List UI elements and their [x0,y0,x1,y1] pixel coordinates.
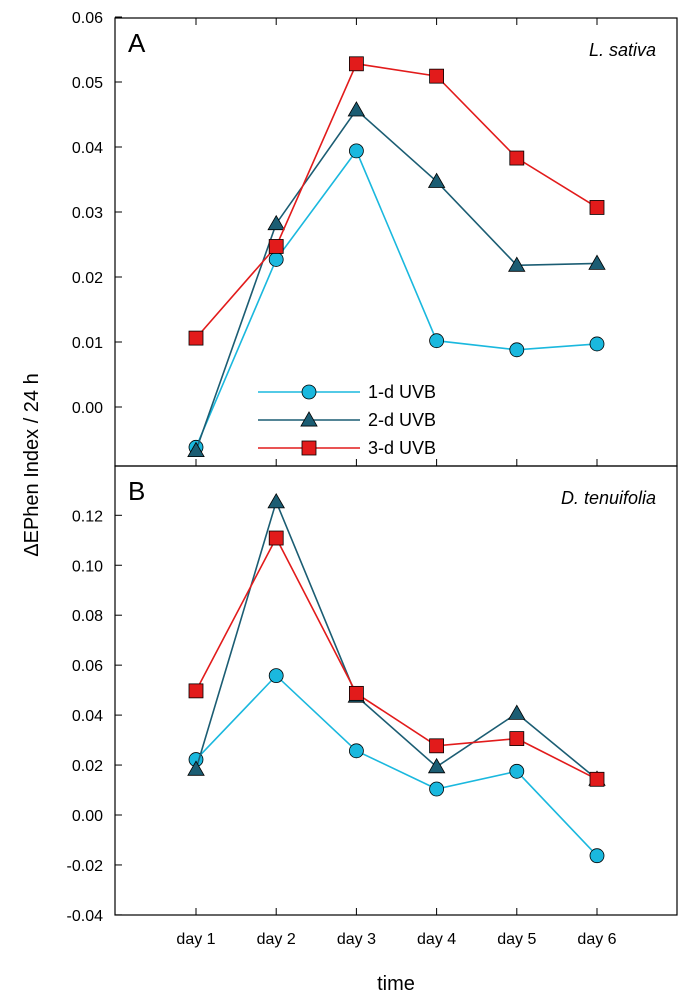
y-tick-label: 0.10 [72,558,103,575]
legend-marker [300,411,318,427]
x-axis-label: time [377,973,415,995]
series-line [195,62,598,339]
data-point [187,441,205,458]
x-tick-label: day 4 [417,931,456,948]
panel-letter: A [128,28,146,58]
y-tick-label: 0.12 [72,508,103,525]
series-line [195,149,598,448]
data-point [509,731,525,746]
y-tick-label: 0.03 [72,205,103,222]
x-tick-label: day 5 [497,931,536,948]
panel-species-label: D. tenuifolia [561,488,656,508]
legend-item: 1-d UVB [258,382,436,402]
data-point [508,704,526,720]
series-circle-A [188,143,605,455]
data-point [348,143,364,159]
data-point [589,336,605,352]
data-point [508,256,526,272]
series-line [195,674,598,857]
series-square-A [188,56,605,346]
data-point [429,738,445,754]
y-tick-label: 0.04 [72,708,103,725]
legend-marker [301,440,317,456]
data-point [347,101,366,117]
legend-label: 1-d UVB [368,382,436,402]
data-point [348,685,364,701]
axis-ticks: 0.00 0.01 0.02 0.03 0.04 0.05 0.06 -0.04 -0.02 0.… [67,10,617,948]
data-point [509,342,525,358]
y-tick-label: -0.02 [67,858,104,875]
data-point [348,743,364,759]
series-square-B [188,530,605,787]
legend: 1-d UVB 2-d UVB 3-d UVB [258,382,436,458]
x-tick-label: day 1 [176,931,215,948]
data-point [589,848,605,864]
y-axis-label: ΔEPhen Index / 24 h [21,373,43,557]
x-tick-label: day 3 [337,931,376,948]
data-point [589,200,605,215]
y-tick-label: 0.06 [72,658,103,675]
y-tick-label: 0.00 [72,400,103,417]
legend-label: 3-d UVB [368,438,436,458]
panel-species-label: L. sativa [589,40,656,60]
data-point [427,757,446,774]
y-tick-label: 0.06 [72,10,103,27]
data-point [429,333,445,349]
data-point [268,668,284,684]
x-tick-label: day 6 [577,931,616,948]
series-triangle-A [187,101,606,458]
panel-frames: A L. sativa B D. tenuifolia [114,17,678,916]
data-point [188,330,204,346]
y-tick-label: 0.02 [72,758,103,775]
data-series [187,56,606,864]
legend-label: 2-d UVB [368,410,436,430]
y-tick-label: 0.00 [72,808,103,825]
series-circle-B [188,668,605,864]
data-point [429,781,445,797]
series-line [195,536,598,781]
data-point [348,56,364,72]
series-triangle-B [187,492,606,786]
data-point [267,492,285,509]
data-point [509,763,525,779]
legend-item: 3-d UVB [258,438,436,458]
data-point [188,683,204,699]
data-point [268,252,284,267]
y-tick-label: 0.05 [72,75,103,92]
data-point [267,214,285,231]
data-point [429,68,445,84]
panel-frame-B [114,465,678,916]
y-tick-label: -0.04 [67,908,104,925]
y-tick-label: 0.01 [72,335,103,352]
data-point [268,239,284,254]
data-point [268,530,284,546]
data-point [589,771,605,787]
y-tick-label: 0.02 [72,270,103,287]
data-point [187,760,205,776]
x-tick-label: day 2 [257,931,296,948]
data-point [588,254,606,270]
data-point [509,150,525,166]
legend-marker [301,384,317,400]
data-point [427,172,446,188]
series-line [195,499,598,780]
y-tick-label: 0.08 [72,608,103,625]
legend-item: 2-d UVB [258,410,436,430]
panel-letter: B [128,476,145,506]
y-tick-label: 0.04 [72,140,103,157]
